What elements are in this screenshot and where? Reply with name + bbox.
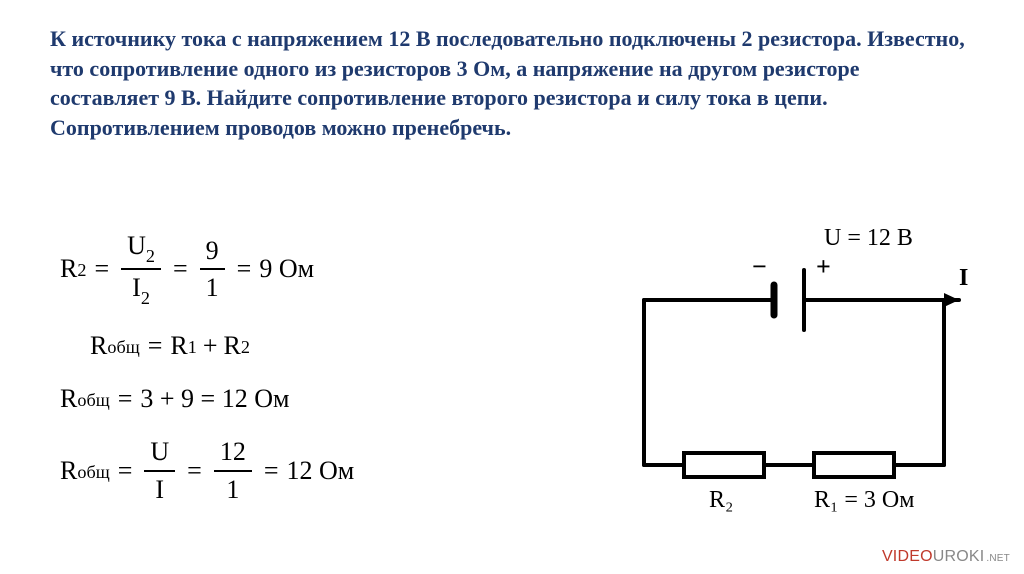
eq1-lhs-var: R bbox=[60, 253, 77, 284]
equals: = bbox=[94, 253, 109, 284]
circuit-diagram: U = 12 В − + I R₂ R₁ = 3 Ом bbox=[624, 215, 974, 515]
equation-1: R2 = U2 I2 = 9 1 = 9 Ом bbox=[60, 230, 354, 308]
i-label: I bbox=[959, 265, 968, 291]
minus-label: − bbox=[752, 252, 767, 281]
watermark-uroki: UROKI bbox=[933, 548, 985, 565]
equation-2: Rобщ = R1 + R2 bbox=[90, 330, 354, 361]
watermark-net: .NET bbox=[986, 553, 1010, 564]
eq4-frac2: 12 1 bbox=[214, 436, 252, 504]
equations-block: R2 = U2 I2 = 9 1 = 9 Ом Rобщ = R1 + R2 R… bbox=[60, 230, 354, 527]
eq1-frac2: 9 1 bbox=[200, 235, 225, 303]
u-label: U = 12 В bbox=[824, 225, 913, 251]
eq1-frac1: U2 I2 bbox=[121, 230, 161, 308]
eq4-frac1: U I bbox=[144, 436, 175, 504]
circuit-svg: U = 12 В − + I R₂ R₁ = 3 Ом bbox=[624, 215, 974, 515]
watermark-video: VIDEO bbox=[882, 548, 933, 565]
problem-text: К источнику тока с напряжением 12 В посл… bbox=[50, 24, 970, 143]
eq1-result: 9 Ом bbox=[259, 253, 314, 284]
equation-3: Rобщ = 3 + 9 = 12 Ом bbox=[60, 383, 354, 414]
plus-label: + bbox=[816, 252, 831, 281]
r2-label: R₂ bbox=[709, 487, 733, 513]
slide: К источнику тока с напряжением 12 В посл… bbox=[0, 0, 1024, 574]
watermark: VIDEOUROKI.NET bbox=[882, 548, 1010, 566]
equation-4: Rобщ = U I = 12 1 = 12 Ом bbox=[60, 436, 354, 504]
r1-label: R₁ = 3 Ом bbox=[814, 487, 914, 513]
eq1-lhs-sub: 2 bbox=[77, 260, 86, 282]
